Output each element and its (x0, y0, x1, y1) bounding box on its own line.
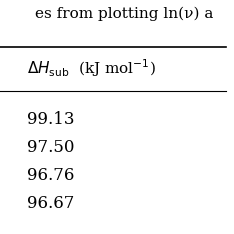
Text: 96.76: 96.76 (27, 167, 75, 184)
Text: 99.13: 99.13 (27, 111, 75, 128)
Text: 96.67: 96.67 (27, 195, 75, 212)
Text: $\Delta\mathit{H}_{\rm sub}$  (kJ mol$^{-1}$): $\Delta\mathit{H}_{\rm sub}$ (kJ mol$^{-… (27, 57, 156, 79)
Text: 97.50: 97.50 (27, 139, 75, 156)
Text: es from plotting ln(ν) a: es from plotting ln(ν) a (35, 7, 214, 21)
